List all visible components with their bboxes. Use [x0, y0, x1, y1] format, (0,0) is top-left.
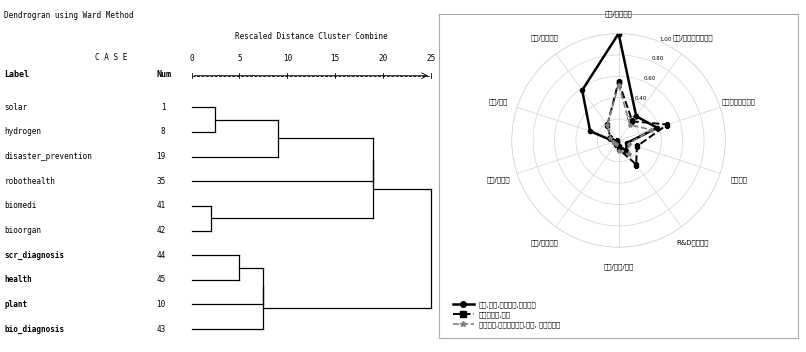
Text: C A S E: C A S E: [95, 53, 127, 62]
Text: 15: 15: [330, 54, 340, 63]
Text: 41: 41: [156, 201, 165, 210]
Text: 5: 5: [237, 54, 242, 63]
Legend: 태양,수소,재해예방,로봇헬스, 바이오의약,장기, 의료헬스,의료영상진단,원전, 바이오진단: 태양,수소,재해예방,로봇헬스, 바이오의약,장기, 의료헬스,의료영상진단,원…: [450, 299, 563, 331]
Text: plant: plant: [4, 300, 27, 309]
Text: Rescaled Distance Cluster Combine: Rescaled Distance Cluster Combine: [235, 32, 388, 41]
Text: bioorgan: bioorgan: [4, 226, 41, 235]
Text: 35: 35: [156, 177, 165, 186]
Text: 1: 1: [160, 103, 165, 112]
Text: solar: solar: [4, 103, 27, 112]
Text: 10: 10: [283, 54, 292, 63]
Text: 20: 20: [378, 54, 388, 63]
Text: robothealth: robothealth: [4, 177, 56, 186]
Text: Label: Label: [4, 70, 29, 80]
Text: 19: 19: [156, 152, 165, 161]
Text: bio_diagnosis: bio_diagnosis: [4, 325, 64, 334]
Text: 0: 0: [189, 54, 193, 63]
Text: biomedi: biomedi: [4, 201, 37, 210]
Text: scr_diagnosis: scr_diagnosis: [4, 251, 64, 260]
Text: 25: 25: [426, 54, 435, 63]
Text: 43: 43: [156, 325, 165, 334]
Text: health: health: [4, 275, 32, 284]
Text: Dendrogran using Ward Method: Dendrogran using Ward Method: [4, 11, 134, 20]
Text: 42: 42: [156, 226, 165, 235]
Text: 8: 8: [160, 127, 165, 137]
Text: hydrogen: hydrogen: [4, 127, 41, 137]
Text: disaster_prevention: disaster_prevention: [4, 152, 92, 161]
Text: Num: Num: [156, 70, 172, 80]
Text: 44: 44: [156, 251, 165, 260]
Text: 45: 45: [156, 275, 165, 284]
Text: 10: 10: [156, 300, 165, 309]
